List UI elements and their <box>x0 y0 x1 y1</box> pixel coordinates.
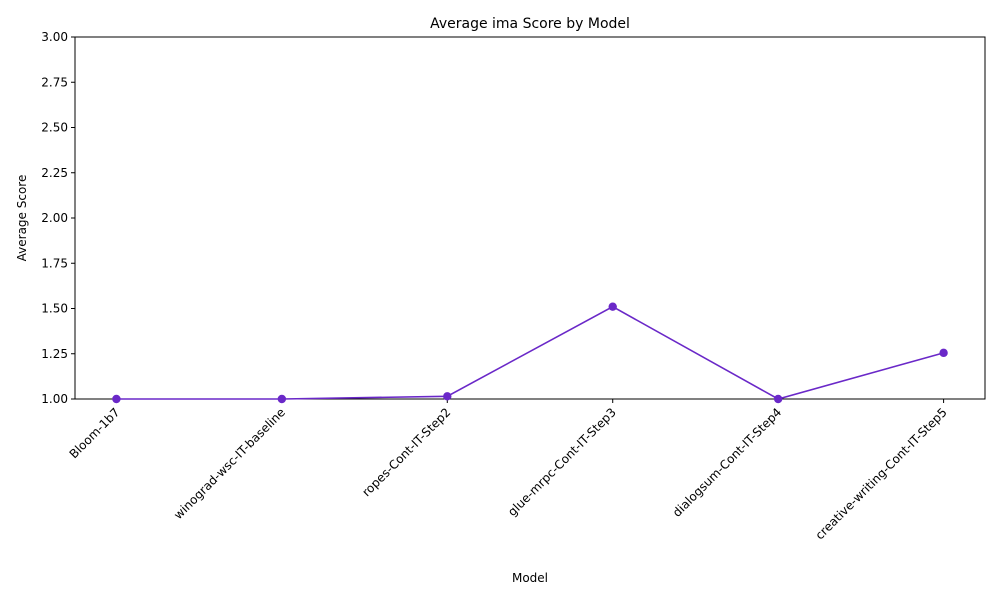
x-tick-label: glue-mrpc-Cont-IT-Step3 <box>505 405 619 519</box>
x-tick-label: dialogsum-Cont-IT-Step4 <box>670 405 784 519</box>
data-point <box>773 394 783 404</box>
x-tick-label: winograd-wsc-IT-baseline <box>171 405 288 522</box>
data-point <box>608 302 617 311</box>
y-tick-label: 3.00 <box>41 30 68 44</box>
x-tick-label: Bloom-1b7 <box>67 405 123 461</box>
chart-title: Average ima Score by Model <box>430 16 630 32</box>
data-point <box>443 392 452 401</box>
y-tick-label: 1.25 <box>41 347 68 361</box>
y-tick-label: 1.50 <box>41 302 68 316</box>
data-point <box>112 394 121 404</box>
x-tick-label: creative-writing-Cont-IT-Step5 <box>813 405 950 542</box>
y-tick-label: 1.00 <box>41 392 68 406</box>
data-point <box>939 348 948 358</box>
series-line <box>116 305 944 400</box>
x-tick-label: ropes-Cont-IT-Step2 <box>359 405 453 499</box>
y-tick-label: 2.00 <box>41 211 68 225</box>
y-tick-label: 2.50 <box>41 121 68 135</box>
y-tick-label: 2.25 <box>41 166 68 180</box>
plot-frame <box>74 36 986 400</box>
plot-area: 1.00 1.25 1.50 1.75 2.00 2.25 2.50 2.75 3.00 Bloo… <box>41 30 986 542</box>
data-point <box>277 394 287 404</box>
y-tick-label: 1.75 <box>41 256 68 270</box>
x-axis-label: Model <box>512 571 548 585</box>
y-tick-label: 2.75 <box>41 75 68 89</box>
y-axis-label: Average Score <box>15 175 29 262</box>
